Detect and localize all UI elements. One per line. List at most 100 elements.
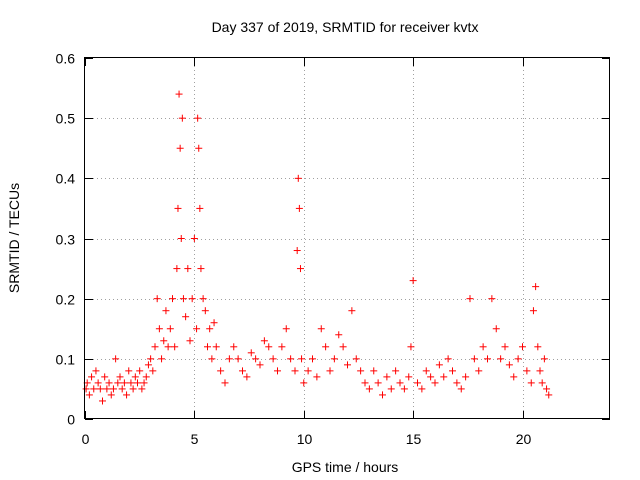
data-point <box>300 379 308 387</box>
data-point <box>256 361 264 369</box>
data-point <box>510 373 518 381</box>
data-point <box>116 373 124 381</box>
data-point <box>326 367 334 375</box>
data-point <box>545 391 553 399</box>
data-point <box>357 367 365 375</box>
data-point <box>492 325 500 333</box>
data-point <box>230 343 238 351</box>
data-point <box>129 385 137 393</box>
data-point <box>166 325 174 333</box>
data-point <box>295 204 303 212</box>
data-point <box>431 379 439 387</box>
data-point <box>85 391 93 399</box>
x-tick-label: 15 <box>406 431 422 447</box>
data-point <box>201 307 209 315</box>
data-point <box>174 204 182 212</box>
data-point <box>330 355 338 363</box>
data-point <box>462 373 470 381</box>
y-tick-label: 0.3 <box>56 232 76 248</box>
data-point <box>199 295 207 303</box>
plot-frame <box>84 57 610 419</box>
data-point <box>540 355 548 363</box>
data-point <box>252 355 260 363</box>
data-point <box>114 379 122 387</box>
data-point <box>294 174 302 182</box>
data-point <box>265 343 273 351</box>
data-point <box>82 385 90 393</box>
data-point <box>383 373 391 381</box>
data-point <box>176 144 184 152</box>
data-point <box>171 343 179 351</box>
data-point <box>457 385 465 393</box>
data-point <box>179 295 187 303</box>
data-point <box>260 337 268 345</box>
data-point <box>449 367 456 375</box>
data-points-layer <box>82 90 553 405</box>
data-point <box>186 337 194 345</box>
data-point <box>387 385 395 393</box>
data-point <box>118 385 126 393</box>
data-point <box>155 325 163 333</box>
data-point <box>523 367 531 375</box>
data-point <box>151 343 159 351</box>
x-axis-label: GPS time / hours <box>292 459 399 475</box>
data-point <box>466 295 474 303</box>
data-point <box>234 355 242 363</box>
x-tick-label: 5 <box>191 431 199 447</box>
data-point <box>160 337 168 345</box>
data-point <box>488 295 496 303</box>
data-point <box>536 367 544 375</box>
y-tick-label: 0.5 <box>56 111 76 127</box>
y-tick-label: 0.2 <box>56 292 76 308</box>
data-point <box>313 373 321 381</box>
data-point <box>158 355 166 363</box>
data-point <box>532 283 540 291</box>
data-point <box>162 307 170 315</box>
data-point <box>534 343 542 351</box>
data-point <box>217 367 225 375</box>
data-point <box>304 367 312 375</box>
data-point <box>529 307 537 315</box>
data-point <box>109 385 117 393</box>
data-point <box>120 379 128 387</box>
y-tick-label: 0.6 <box>56 51 76 67</box>
data-point <box>212 343 220 351</box>
data-point <box>370 367 378 375</box>
data-point <box>543 385 551 393</box>
data-point <box>414 379 421 387</box>
data-point <box>136 367 144 375</box>
data-point <box>193 325 201 333</box>
data-point <box>103 385 111 393</box>
data-point <box>514 355 522 363</box>
data-point <box>221 379 229 387</box>
data-point <box>96 385 104 393</box>
data-point <box>147 355 155 363</box>
data-point <box>99 397 106 405</box>
data-point <box>344 361 351 369</box>
data-point <box>269 355 277 363</box>
data-point <box>470 355 478 363</box>
data-point <box>243 373 251 381</box>
data-point <box>392 367 400 375</box>
data-point <box>475 367 483 375</box>
data-point <box>440 373 448 381</box>
data-point <box>175 90 183 98</box>
data-point <box>88 373 96 381</box>
x-tick-label: 20 <box>516 431 532 447</box>
data-point <box>210 319 218 327</box>
data-point <box>298 355 306 363</box>
data-point <box>365 385 373 393</box>
data-point <box>239 367 246 375</box>
data-point <box>208 355 216 363</box>
data-point <box>144 361 152 369</box>
data-point <box>282 325 290 333</box>
data-point <box>317 325 325 333</box>
data-point <box>149 367 157 375</box>
data-point <box>140 379 148 387</box>
x-tick-label: 10 <box>297 431 313 447</box>
data-point <box>278 343 286 351</box>
data-point <box>123 391 131 399</box>
data-point <box>379 391 386 399</box>
data-point <box>335 331 343 339</box>
data-point <box>178 114 186 122</box>
